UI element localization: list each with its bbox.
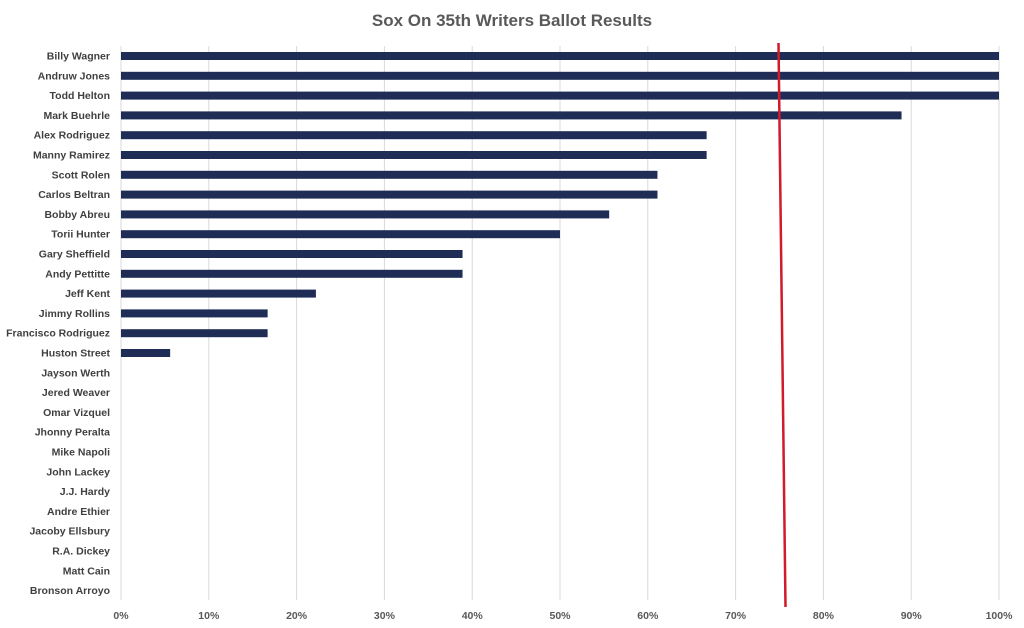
bar — [121, 329, 268, 338]
category-label: Jimmy Rollins — [39, 308, 110, 320]
category-label: Scott Rolen — [52, 169, 110, 181]
x-tick-label: 100% — [986, 610, 1014, 622]
threshold-line — [777, 42, 787, 608]
x-tick-label: 60% — [637, 610, 659, 622]
category-label: Jacoby Ellsbury — [29, 526, 110, 538]
x-tick-label: 30% — [374, 610, 396, 622]
category-label: Matt Cain — [63, 565, 110, 577]
category-label: Torii Hunter — [51, 229, 110, 241]
x-tick-label: 10% — [198, 610, 220, 622]
bar — [121, 349, 171, 357]
category-label: Jered Weaver — [42, 387, 110, 399]
x-axis-ticks: 0% 10% 20% 30% 40% 50% 60% 70% 80% 90% 100% — [113, 610, 1013, 622]
category-label: Bobby Abreu — [44, 209, 110, 221]
category-label: Todd Helton — [50, 90, 110, 102]
chart-title: Sox On 35th Writers Ballot Results — [372, 11, 652, 30]
bar — [121, 289, 316, 298]
category-label: Mike Napoli — [52, 447, 110, 459]
category-label: Andre Ethier — [47, 506, 110, 518]
bar — [121, 269, 463, 278]
x-tick-label: 90% — [901, 610, 923, 622]
category-label: Jhonny Peralta — [35, 427, 110, 439]
bar — [121, 91, 999, 100]
x-tick-label: 50% — [549, 610, 571, 622]
y-axis-categories: Billy Wagner Andruw Jones Todd Helton Mark … — [6, 51, 110, 598]
category-label: Omar Vizquel — [43, 407, 110, 419]
x-tick-label: 0% — [113, 610, 129, 622]
bar — [121, 250, 463, 258]
bar — [121, 230, 560, 239]
x-tick-label: 40% — [462, 610, 484, 622]
category-label: Francisco Rodriguez — [6, 328, 110, 340]
category-label: Mark Buehrle — [43, 110, 110, 122]
category-label: Jayson Werth — [41, 367, 110, 379]
x-tick-label: 70% — [725, 610, 747, 622]
category-label: R.A. Dickey — [52, 546, 110, 558]
bar — [121, 52, 999, 60]
bar — [121, 71, 999, 80]
category-label: Jeff Kent — [65, 288, 110, 300]
category-label: Manny Ramirez — [33, 150, 110, 162]
x-tick-label: 80% — [813, 610, 835, 622]
bar — [121, 131, 707, 140]
category-label: Billy Wagner — [47, 51, 110, 63]
category-label: Carlos Beltran — [38, 189, 110, 201]
bar — [121, 151, 707, 159]
bar — [121, 170, 658, 179]
category-label: Huston Street — [41, 348, 110, 360]
gridlines — [120, 46, 1000, 600]
bar — [121, 210, 610, 219]
category-label: John Lackey — [46, 466, 110, 478]
category-label: Andy Pettitte — [45, 268, 110, 280]
category-label: Bronson Arroyo — [30, 585, 110, 597]
bar — [121, 190, 658, 199]
category-label: Gary Sheffield — [39, 249, 110, 261]
bars — [121, 52, 999, 357]
bar — [121, 309, 268, 318]
bar — [121, 111, 902, 120]
category-label: Andruw Jones — [38, 70, 111, 82]
category-label: Alex Rodriguez — [34, 130, 110, 142]
x-tick-label: 20% — [286, 610, 308, 622]
category-label: J.J. Hardy — [60, 486, 110, 498]
